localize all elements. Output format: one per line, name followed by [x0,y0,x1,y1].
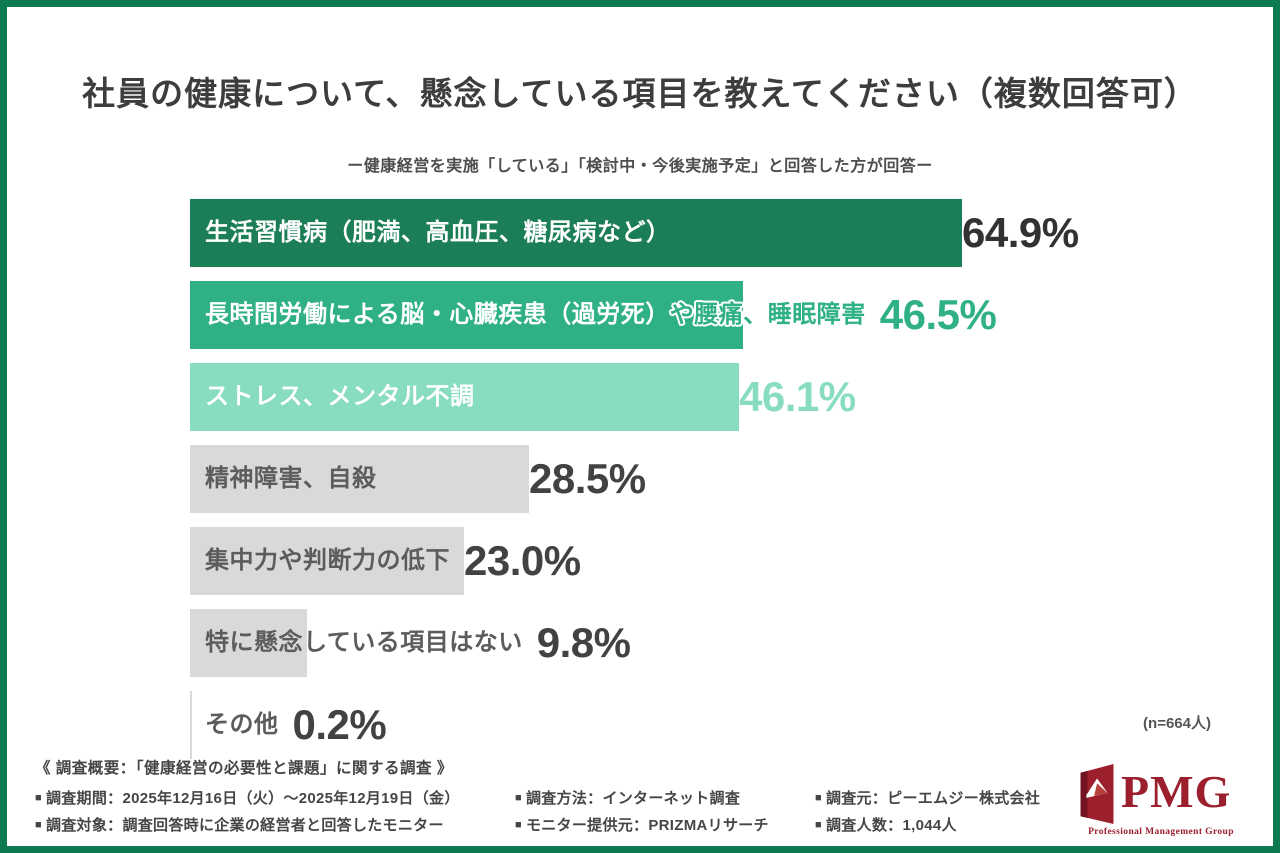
bar-row: 生活習慣病（肥満、高血圧、糖尿病など） 64.9% [190,199,1273,267]
pmg-logo: PMG Professional Management Group [1077,763,1245,837]
survey-detail-item: ■ 調査期間：2025年12月16日（火）〜2025年12月19日（金） [35,785,515,812]
square-bullet-icon: ■ [35,792,42,804]
survey-detail-column: ■ 調査期間：2025年12月16日（火）〜2025年12月19日（金） ■ 調査対象… [35,785,515,839]
bar-label: その他 [190,691,293,759]
bar [190,445,529,513]
bar [190,281,743,349]
bar [190,199,962,267]
bar-label: 特に懸念している項目はない [190,609,537,677]
bar-chart: 生活習慣病（肥満、高血圧、糖尿病など） 64.9% 長時間労働による脳・心臓疾患（過… [190,199,1273,759]
bar-percent: 64.9% [962,209,1079,256]
survey-detail-column: ■ 調査元：ピーエムジー株式会社 ■ 調査人数：1,044人 [815,785,1065,839]
square-bullet-icon: ■ [515,819,522,831]
bar-row: ストレス、メンタル不調 46.1% [190,363,1273,431]
survey-detail-item: ■ 調査人数：1,044人 [815,812,1065,839]
bar-percent: 0.2% [292,701,387,748]
square-bullet-icon: ■ [815,792,822,804]
bar-label-text: その他 [205,711,279,738]
survey-footer: 《 調査概要：「健康経営の必要性と課題」に関する調査 》 ■ 調査期間：2025年… [35,759,1065,839]
square-bullet-icon: ■ [35,819,42,831]
survey-detail-item: ■ モニター提供元：PRIZMAリサーチ [515,812,815,839]
chart-title: 社員の健康について、懸念している項目を教えてください（複数回答可） [82,75,1198,112]
survey-details: ■ 調査期間：2025年12月16日（火）〜2025年12月19日（金） ■ 調査対象… [35,785,1065,839]
bar-label: 集中力や判断力の低下 [190,527,464,595]
bar-label-text: 特に懸念している項目はない [205,629,523,656]
pmg-logo-top: PMG [1077,763,1245,825]
survey-detail-text: 調査対象：調査回答時に企業の経営者と回答したモニター [45,817,444,834]
bar-row: 長時間労働による脳・心臓疾患（過労死）や腰痛、睡眠障害 46.5% [190,281,1273,349]
bar-label: 精神障害、自殺 [190,445,529,513]
bar-percent: 9.8% [536,619,631,666]
bar-row: その他 0.2% [190,691,1273,759]
bar-label: ストレス、メンタル不調 [190,363,739,431]
bar-row: 集中力や判断力の低下 23.0% [190,527,1273,595]
bar-label-text: 長時間労働による脳・心臓疾患（過労死） [205,301,670,328]
survey-detail-item: ■ 調査元：ピーエムジー株式会社 [815,785,1065,812]
survey-detail-item: ■ 調査対象：調査回答時に企業の経営者と回答したモニター [35,812,515,839]
square-bullet-icon: ■ [515,792,522,804]
survey-detail-item: ■ 調査方法：インターネット調査 [515,785,815,812]
pmg-logo-subtext: Professional Management Group [1088,827,1234,837]
bar-label-overflow-text: や腰痛、睡眠障害 [669,301,866,328]
sample-size-note: (n=664人) [1143,715,1211,732]
bar-row: 精神障害、自殺 28.5% [190,445,1273,513]
bar-percent: 46.5% [879,291,997,338]
survey-detail-text: 調査人数：1,044人 [825,817,957,834]
bar [190,527,464,595]
survey-detail-text: モニター提供元：PRIZMAリサーチ [525,817,769,834]
bar-percent: 46.1% [739,373,856,420]
survey-overview-title: 《 調査概要：「健康経営の必要性と課題」に関する調査 》 [35,760,453,777]
chart-subtitle: ー健康経営を実施「している」「検討中・今後実施予定」と回答した方が回答ー [347,158,933,175]
bar-label: 長時間労働による脳・心臓疾患（過労死）や腰痛、睡眠障害 [190,281,880,349]
pmg-logo-text: PMG [1121,766,1232,817]
bar-label-text: ストレス、メンタル不調 [205,383,475,410]
bar-label-text: 集中力や判断力の低下 [205,547,450,574]
square-bullet-icon: ■ [815,819,822,831]
bar-label-text: 精神障害、自殺 [205,465,377,492]
bar-percent: 23.0% [464,537,581,584]
survey-detail-column: ■ 調査方法：インターネット調査 ■ モニター提供元：PRIZMAリサーチ [515,785,815,839]
bar [190,691,192,759]
bar [190,609,307,677]
survey-detail-text: 調査期間：2025年12月16日（火）〜2025年12月19日（金） [45,790,460,807]
pmg-logo-mark-icon [1080,763,1114,825]
bar-label: 生活習慣病（肥満、高血圧、糖尿病など） [190,199,962,267]
survey-detail-text: 調査元：ピーエムジー株式会社 [825,790,1041,807]
bar-row: 特に懸念している項目はない 9.8% [190,609,1273,677]
bar-percent: 28.5% [529,455,646,502]
bar-label-text: 生活習慣病（肥満、高血圧、糖尿病など） [205,219,671,246]
bar [190,363,739,431]
survey-detail-text: 調査方法：インターネット調査 [525,790,741,807]
